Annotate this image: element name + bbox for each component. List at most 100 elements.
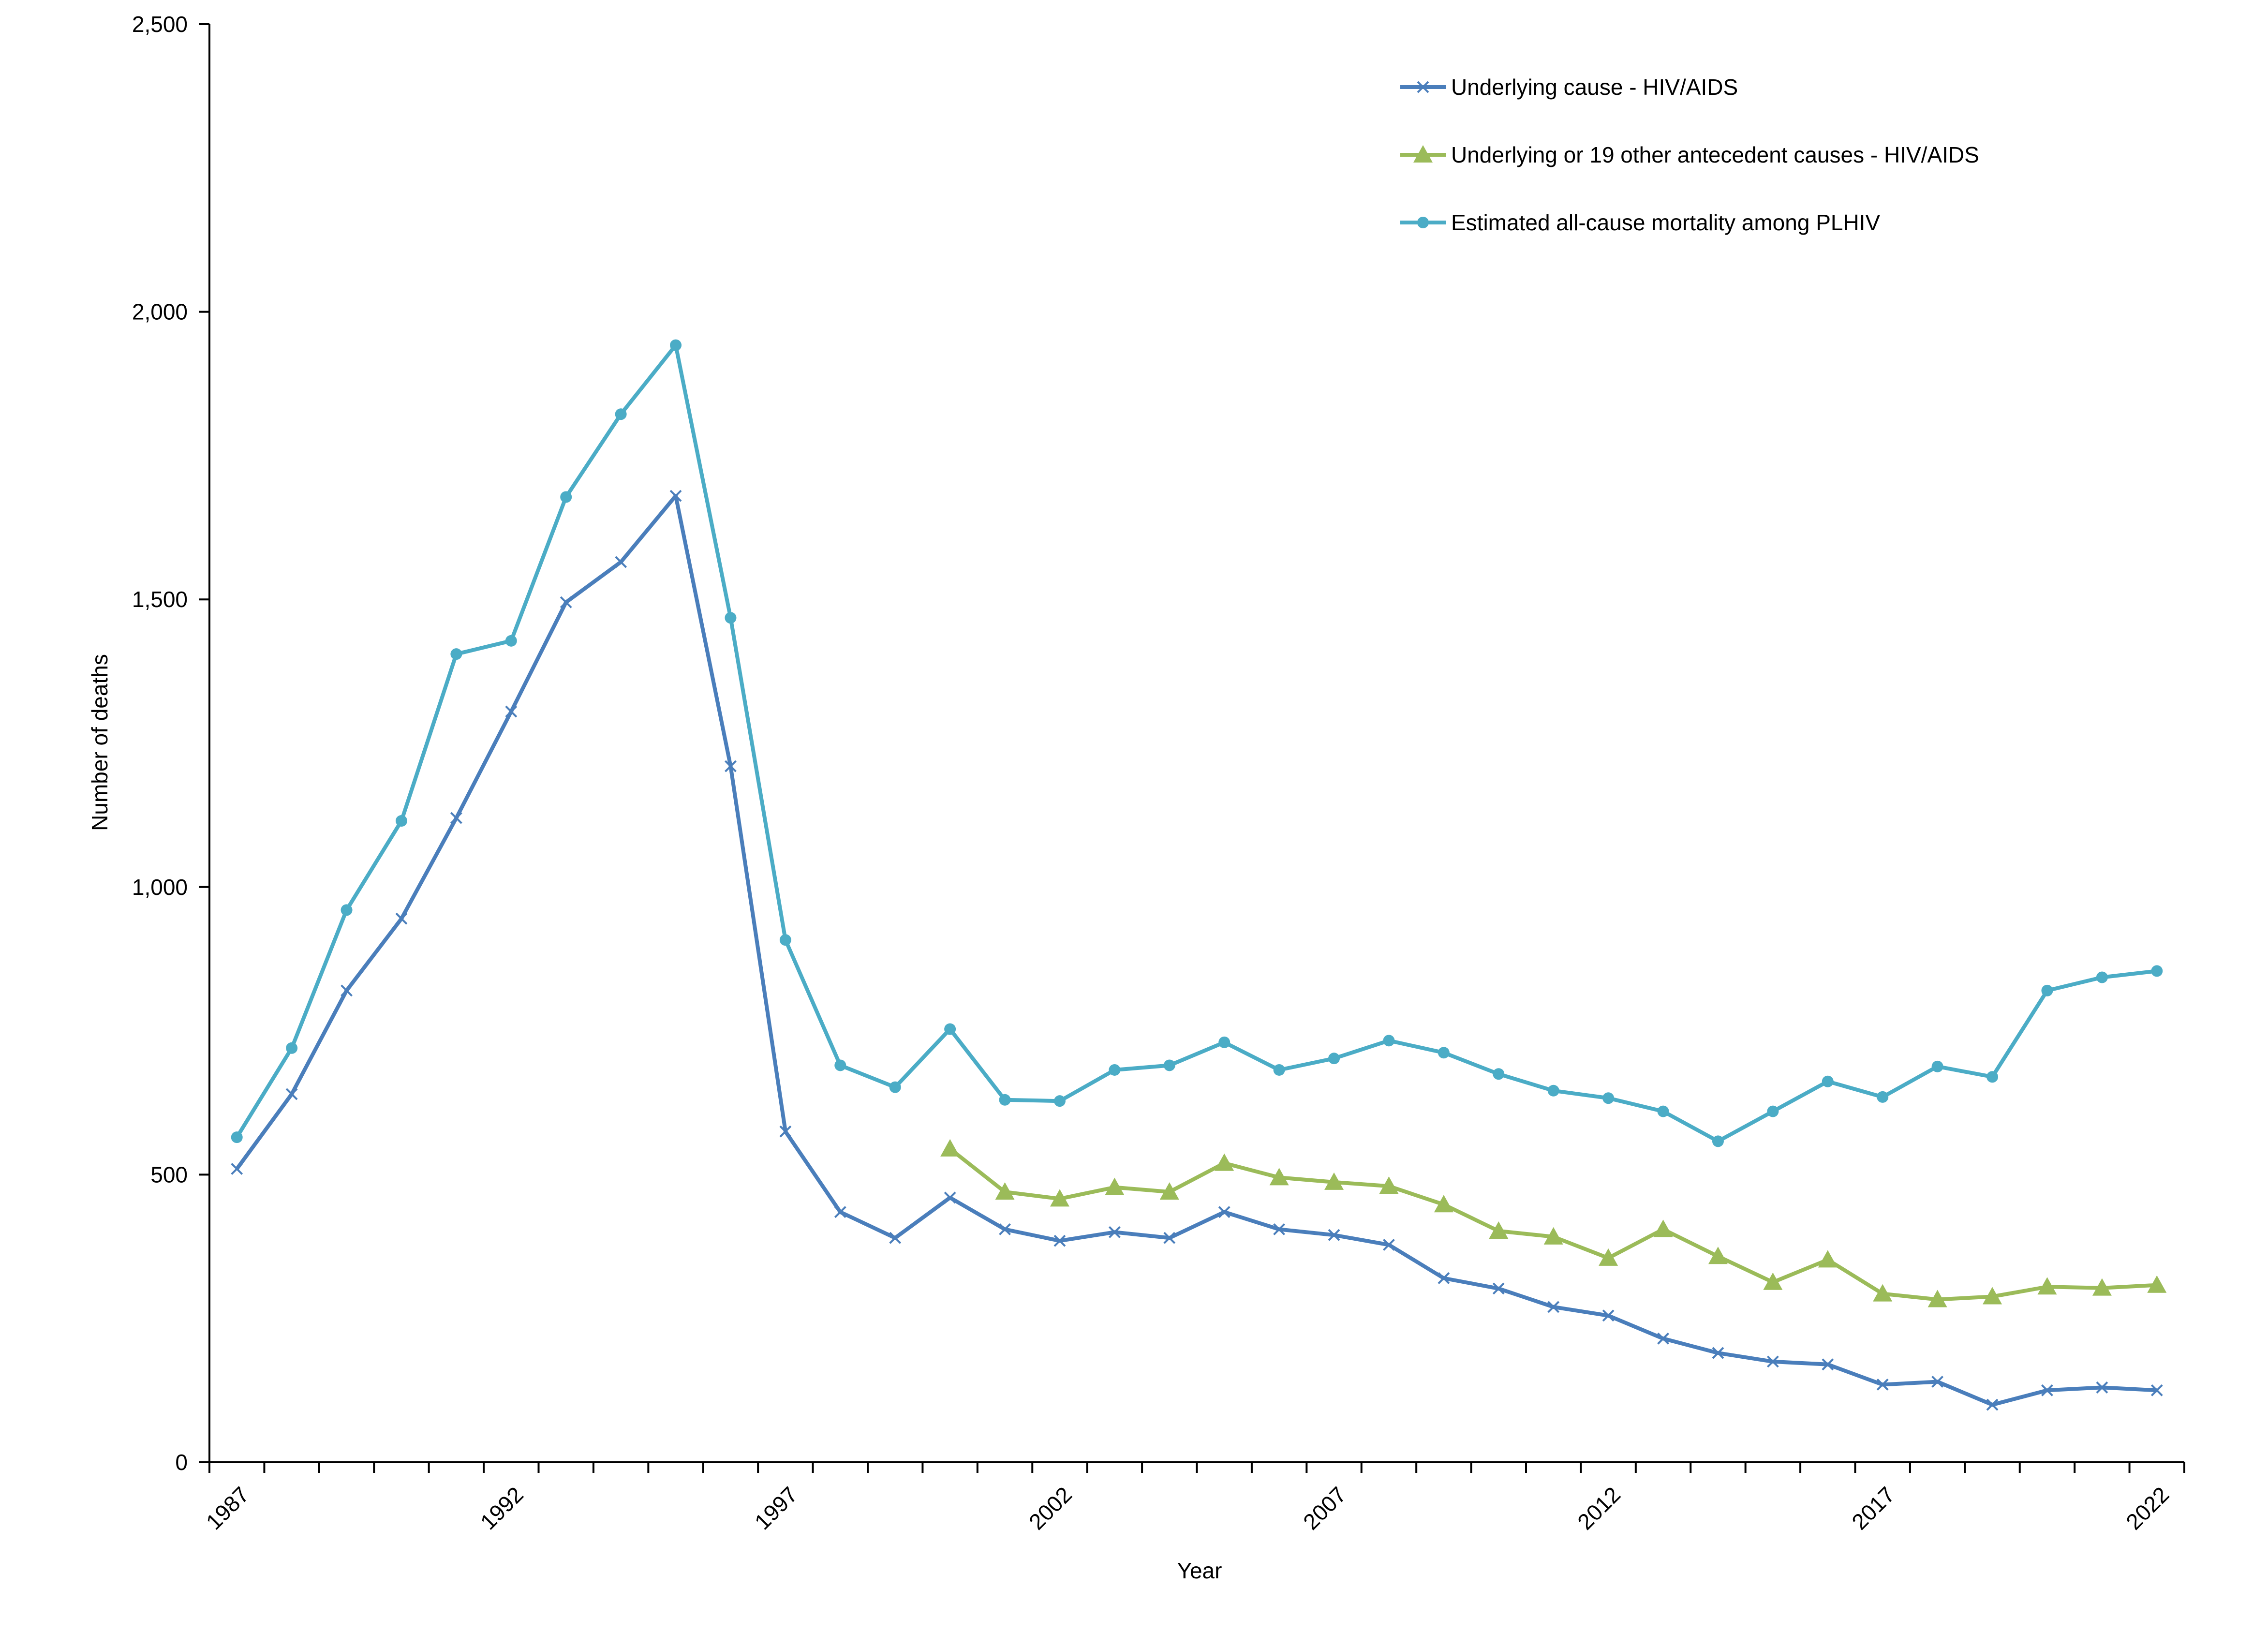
data-point [1163,1232,1176,1244]
y-tick-label: 1,500 [132,587,188,612]
series-line-2 [949,1147,2157,1302]
x-tick-label: 1992 [475,1482,528,1534]
data-point [560,491,572,503]
data-point [889,1232,902,1244]
data-point [2041,984,2053,996]
x-tick-label: 2012 [1572,1482,1625,1534]
series-2 [940,1139,2167,1307]
series-3 [231,339,2163,1147]
y-axis-title: Number of deaths [87,654,112,831]
data-point [940,1139,960,1157]
y-tick-label: 2,500 [132,12,188,37]
axis-labels: Number of deaths Year [87,654,1222,1583]
data-point [999,1094,1011,1106]
data-point [779,1125,792,1138]
data-point [1328,1053,1340,1065]
data-point [1657,1105,1669,1117]
data-point [1328,1229,1340,1241]
data-point [1983,1287,2002,1305]
x-axis-title: Year [1177,1558,1222,1583]
data-point [285,1088,298,1100]
data-point [1712,1347,1724,1359]
data-point [395,912,408,925]
data-point [1438,1272,1450,1284]
data-point [1931,1376,1944,1388]
data-point [2092,1278,2112,1296]
data-point [1273,1223,1286,1235]
data-point [231,1163,243,1175]
data-point [1379,1176,1399,1194]
data-point [1543,1227,1563,1245]
data-point [2096,1381,2108,1394]
data-point [834,1059,846,1071]
data-point [1218,1036,1230,1048]
data-point [1602,1309,1615,1322]
data-point [2150,1384,2163,1396]
data-point [1273,1064,1285,1076]
data-point [1383,1239,1395,1251]
series-line-1 [235,494,2157,1407]
data-point [1712,1135,1724,1147]
data-point [341,904,353,916]
data-point [1873,1284,1893,1302]
axes: 0 500 1,000 1,500 2,000 2,500 1987 1992 1997 2002… [132,12,2185,1534]
data-point [889,1081,901,1093]
data-point [395,815,407,827]
y-tick-label: 1,000 [132,875,188,900]
data-point [560,596,572,609]
data-point [834,1206,846,1218]
data-point [1599,1248,1618,1266]
data-point [1434,1195,1453,1213]
data-point [2096,971,2108,983]
data-point [2151,965,2163,977]
y-tick-label: 2,000 [132,299,188,325]
legend-entry-1: Underlying cause - HIV/AIDS [1400,74,1738,100]
data-point [1927,1290,1947,1307]
data-point [1818,1250,1838,1268]
data-point [1931,1060,1943,1072]
data-point [1215,1153,1234,1171]
data-point [1986,1398,1999,1411]
data-point [1986,1071,1999,1083]
legend-marker [1417,81,1429,93]
data-point [286,1042,298,1054]
data-point [1218,1206,1230,1218]
series-1 [231,490,2163,1411]
data-point [1109,1064,1121,1076]
data-point [670,339,682,351]
data-point [1547,1084,1559,1097]
x-tick-label: 2017 [1847,1482,1899,1534]
data-point [1269,1168,1289,1186]
data-point [1053,1234,1066,1247]
x-tick-label: 2002 [1024,1482,1077,1534]
legend-entry-3: Estimated all-cause mortality among PLHI… [1400,210,1880,235]
legend-marker [1413,145,1433,163]
data-point [231,1131,243,1143]
data-point [505,705,518,718]
data-point [1767,1105,1779,1117]
data-point [1763,1272,1783,1290]
data-point [1876,1379,1889,1391]
data-point [1492,1282,1505,1295]
data-point [1159,1182,1179,1200]
data-point [1602,1092,1615,1104]
data-point [1050,1189,1069,1207]
x-tick-label: 1987 [201,1482,254,1534]
data-point [1163,1059,1175,1071]
data-point [1708,1247,1728,1264]
data-point [944,1191,956,1204]
data-point [725,612,737,624]
data-point [2041,1384,2053,1396]
data-point [1547,1301,1560,1313]
x-tick-label: 2007 [1298,1482,1351,1534]
series-line-3 [235,343,2157,1143]
legend-label: Underlying cause - HIV/AIDS [1451,74,1738,100]
data-point [1822,1075,1834,1087]
data-point [1653,1219,1673,1237]
data-point [450,648,462,660]
y-tick-label: 0 [175,1450,188,1475]
data-point [725,760,737,772]
data-point [1053,1095,1066,1107]
